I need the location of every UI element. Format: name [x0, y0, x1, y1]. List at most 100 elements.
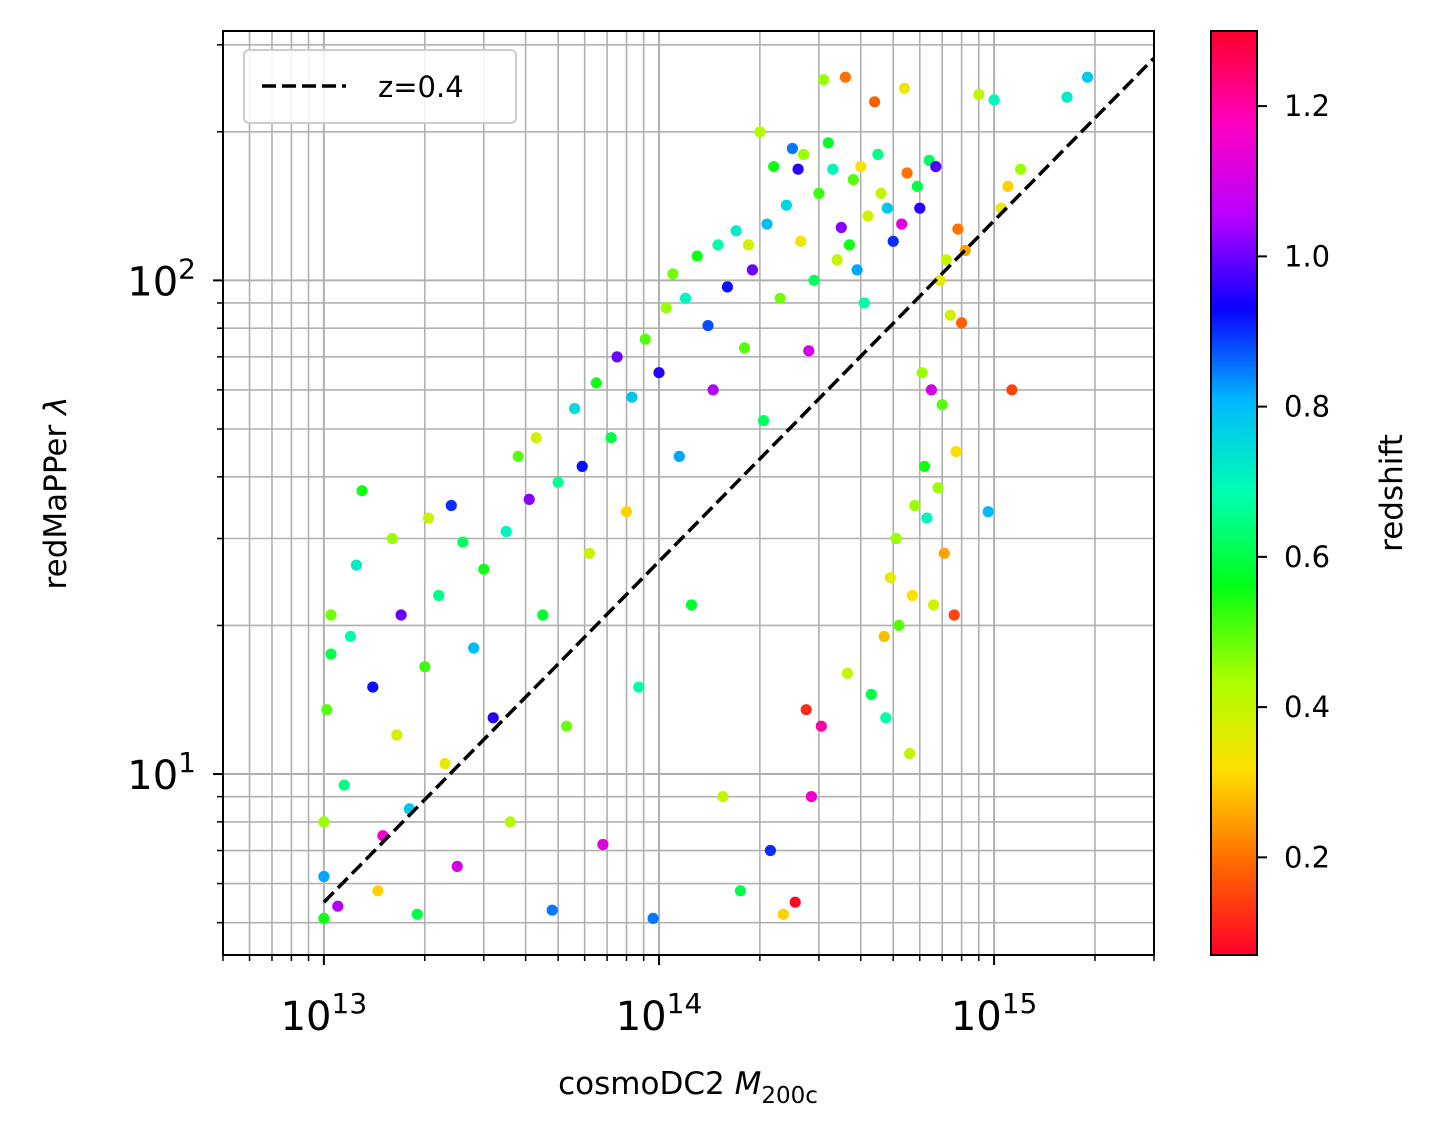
- scatter-point: [938, 547, 950, 559]
- scatter-point: [805, 791, 818, 803]
- colorbar-tick-label: 0.8: [1284, 390, 1330, 424]
- scatter-point: [512, 450, 524, 462]
- scatter-point: [660, 302, 672, 314]
- scatter-point: [468, 642, 480, 654]
- scatter-point: [712, 239, 724, 251]
- major-gridlines: [223, 31, 1154, 955]
- scatter-point: [808, 274, 820, 286]
- scatter-point: [620, 506, 633, 518]
- scatter-point: [433, 589, 445, 602]
- scatter-point: [921, 512, 933, 524]
- scatter-point: [862, 210, 874, 222]
- scatter-point: [647, 912, 659, 925]
- scatter-point: [318, 870, 330, 883]
- scatter-point: [847, 174, 859, 186]
- scatter-point: [576, 460, 588, 472]
- scatter-point: [930, 161, 942, 173]
- plot-frame: [222, 30, 1155, 956]
- axis-ticks: 1013 1014 1015 101 102: [127, 44, 1155, 1040]
- scatter-point: [918, 460, 931, 472]
- legend-label: z=0.4: [378, 70, 464, 104]
- scatter-point: [761, 218, 773, 230]
- scatter-point: [950, 446, 962, 458]
- y-tick-label: 102: [127, 252, 196, 305]
- scatter-point: [906, 589, 918, 602]
- scatter-point: [318, 912, 330, 925]
- scatter-point: [822, 137, 834, 149]
- scatter-point: [831, 254, 843, 266]
- scatter-point: [325, 609, 337, 621]
- scatter-point: [764, 844, 777, 857]
- scatter-point: [685, 599, 698, 611]
- scatter-point: [803, 345, 815, 357]
- scatter-point: [605, 432, 617, 444]
- scatter-point: [707, 384, 719, 396]
- scatter-point: [904, 748, 916, 760]
- scatter-point: [774, 292, 786, 304]
- scatter-point: [546, 904, 558, 916]
- scatter-point: [318, 816, 330, 828]
- scatter-point: [940, 254, 952, 266]
- legend-box: [243, 49, 517, 124]
- colorbar-gradient: [1210, 30, 1258, 956]
- scatter-point: [523, 493, 535, 505]
- scatter-point: [901, 167, 913, 179]
- scatter-point: [702, 320, 714, 332]
- scatter-point: [952, 223, 964, 235]
- scatter-point: [325, 648, 337, 660]
- scatter-point: [880, 712, 892, 724]
- scatter-point: [911, 180, 923, 192]
- scatter-point: [1002, 180, 1014, 192]
- scatter-point: [667, 268, 679, 280]
- scatter-point: [1081, 71, 1094, 83]
- scatter-point: [789, 896, 801, 908]
- scatter-point: [934, 274, 946, 286]
- scatter-point: [896, 218, 908, 230]
- scatter-point: [851, 264, 863, 276]
- scatter-point: [639, 333, 651, 345]
- colorbar-tick-label: 1.0: [1284, 239, 1330, 273]
- scatter-point: [878, 630, 890, 643]
- scatter-point: [332, 900, 344, 912]
- reference-line: [322, 56, 1154, 904]
- y-axis-title: redMaPPer λ: [38, 397, 74, 590]
- scatter-point: [875, 187, 887, 199]
- scatter-point: [780, 199, 793, 211]
- scatter-point: [597, 838, 609, 851]
- scatter-point: [439, 758, 451, 770]
- scatter-point: [839, 71, 852, 83]
- scatter-point: [932, 482, 944, 494]
- y-axis-title-symbol: λ: [38, 397, 74, 417]
- scatter-point: [815, 720, 827, 732]
- scatter-point: [673, 450, 685, 462]
- scatter-point: [914, 202, 926, 214]
- colorbar: 0.2 0.4 0.6 0.8 1.0 1.2 redshift: [1210, 30, 1410, 956]
- scatter-point: [881, 202, 893, 214]
- scatter-point: [338, 779, 350, 791]
- scatter-point: [321, 704, 333, 716]
- scatter-points: [318, 71, 1094, 925]
- scatter-point: [835, 221, 847, 234]
- scatter-point: [813, 187, 825, 199]
- scatter-point: [890, 532, 902, 545]
- scatter-point: [500, 525, 512, 538]
- x-axis-title-prefix: cosmoDC2: [558, 1066, 734, 1102]
- y-tick-label: 101: [127, 746, 196, 799]
- scatter-point: [925, 384, 938, 396]
- x-axis-title-subscript: 200c: [761, 1083, 818, 1109]
- scatter-point: [633, 681, 645, 693]
- scatter-point: [411, 908, 423, 920]
- scatter-point: [552, 476, 564, 488]
- scatter-point: [717, 791, 729, 803]
- scatter-point: [982, 506, 994, 518]
- scatter-point: [561, 720, 573, 732]
- scatter-point: [768, 161, 780, 173]
- scatter-point: [590, 377, 602, 389]
- scatter-point: [800, 704, 812, 716]
- colorbar-tick-label: 0.6: [1284, 540, 1330, 574]
- scatter-point: [843, 239, 856, 251]
- scatter-point: [944, 309, 956, 321]
- scatter-point: [583, 547, 596, 559]
- scatter-point: [746, 264, 759, 276]
